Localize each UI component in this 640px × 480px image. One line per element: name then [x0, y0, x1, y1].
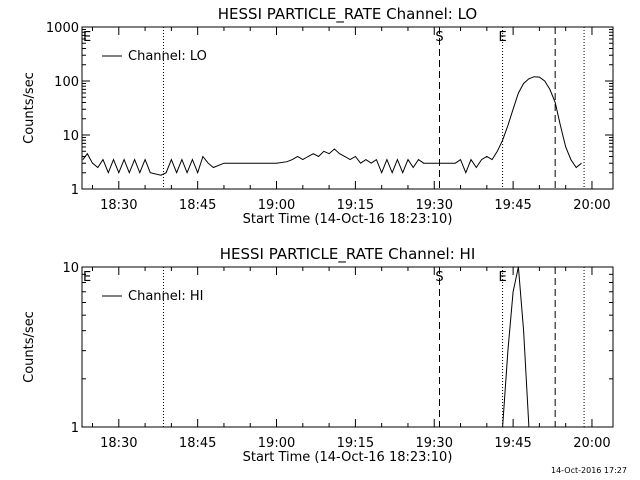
chart1-y-tick-label: 1000	[46, 21, 79, 36]
chart1-x-tick-label: 20:00	[573, 198, 610, 213]
chart1-x-tick-label: 18:30	[100, 198, 137, 213]
chart1-series-line	[82, 76, 582, 176]
chart2-title: HESSI PARTICLE_RATE Channel: HI	[220, 245, 476, 264]
chart1-marker-label: S	[435, 30, 443, 45]
chart1-plot-frame	[81, 26, 614, 190]
chart1-x-tick-label: 18:45	[179, 198, 216, 213]
chart2-y-tick-label: 1	[71, 421, 79, 436]
chart1-x-tick-label: 19:30	[416, 198, 453, 213]
chart1-x-tick-label: 19:45	[494, 198, 531, 213]
chart1-y-tick-label: 10	[62, 129, 79, 144]
chart1-x-tick-label: 19:15	[337, 198, 374, 213]
chart1-y-tick-label: 100	[54, 75, 79, 90]
chart2-x-tick-label: 20:00	[573, 436, 610, 451]
chart1-marker-label: E	[83, 30, 91, 45]
chart2-legend-label: Channel: HI	[128, 289, 204, 304]
chart1-marker-label: E	[498, 30, 506, 45]
chart2-marker-label: E	[83, 270, 91, 285]
chart1-title: HESSI PARTICLE_RATE Channel: LO	[218, 5, 477, 24]
chart2-marker-label: S	[435, 270, 443, 285]
chart2-x-tick-label: 19:00	[258, 436, 295, 451]
chart2-x-tick-label: 19:15	[337, 436, 374, 451]
chart2-plot-frame	[81, 266, 614, 428]
chart2-y-axis-label: Counts/sec	[22, 311, 37, 383]
chart2-marker-label: E	[498, 270, 506, 285]
footer-timestamp: 14-Oct-2016 17:27	[551, 466, 627, 475]
chart2-x-tick-label: 18:45	[179, 436, 216, 451]
chart1-y-axis-label: Counts/sec	[22, 72, 37, 144]
chart2-x-tick-label: 18:30	[100, 436, 137, 451]
chart1-legend-label: Channel: LO	[128, 49, 207, 64]
chart2-x-tick-label: 19:45	[494, 436, 531, 451]
chart1-y-tick-label: 1	[71, 183, 79, 198]
chart2-x-tick-label: 19:30	[416, 436, 453, 451]
chart2-x-axis-label: Start Time (14-Oct-16 18:23:10)	[243, 450, 453, 465]
chart2-y-tick-label: 10	[62, 261, 79, 276]
chart2-series-line	[502, 266, 530, 428]
chart1-x-axis-label: Start Time (14-Oct-16 18:23:10)	[243, 212, 453, 227]
chart1-x-tick-label: 19:00	[258, 198, 295, 213]
